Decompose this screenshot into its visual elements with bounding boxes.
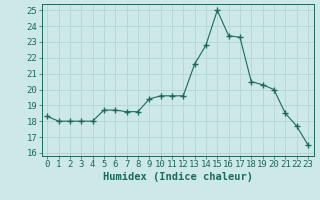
X-axis label: Humidex (Indice chaleur): Humidex (Indice chaleur) bbox=[103, 172, 252, 182]
